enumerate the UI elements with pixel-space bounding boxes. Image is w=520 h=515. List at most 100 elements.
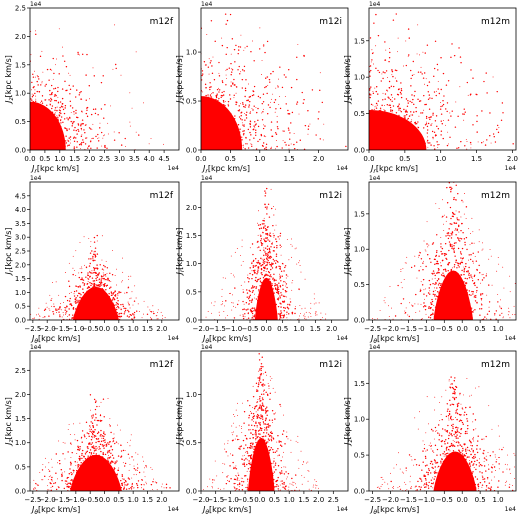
data-point — [137, 469, 138, 471]
data-point — [269, 303, 271, 306]
data-point — [33, 120, 35, 122]
data-point — [403, 279, 405, 280]
data-point — [88, 312, 91, 314]
data-point — [133, 487, 135, 489]
data-point — [41, 102, 44, 104]
data-point — [372, 126, 375, 129]
data-point — [39, 122, 41, 125]
data-point — [486, 313, 489, 315]
data-point — [401, 147, 404, 149]
data-point — [104, 453, 107, 456]
data-point — [87, 467, 89, 470]
data-point — [472, 262, 474, 264]
data-point — [464, 318, 466, 320]
data-point — [209, 88, 211, 91]
data-point — [95, 274, 97, 277]
data-point — [273, 303, 275, 305]
data-point — [95, 480, 98, 483]
data-point — [447, 262, 450, 264]
data-point — [262, 260, 265, 262]
data-point — [108, 483, 110, 485]
data-point — [106, 147, 108, 149]
data-point — [466, 148, 468, 150]
data-point — [427, 146, 429, 148]
data-point — [96, 296, 98, 299]
data-point — [70, 443, 72, 445]
data-point — [93, 450, 96, 452]
data-point — [110, 303, 112, 305]
data-point — [449, 245, 452, 247]
data-point — [206, 34, 208, 35]
data-point — [472, 291, 474, 293]
data-point — [102, 284, 105, 286]
data-point — [35, 33, 37, 36]
data-point — [451, 318, 453, 320]
data-point — [429, 307, 432, 309]
data-point — [458, 312, 460, 314]
data-point — [462, 113, 464, 115]
data-point — [443, 275, 446, 278]
data-point — [212, 117, 215, 120]
data-point — [384, 128, 387, 130]
data-point — [238, 46, 240, 48]
x-tick-label: 0.0 — [24, 155, 35, 163]
data-point — [76, 439, 79, 442]
data-point — [84, 301, 86, 303]
data-point — [99, 420, 101, 422]
data-point — [89, 272, 92, 274]
data-point — [78, 299, 80, 302]
data-point — [51, 476, 53, 479]
data-point — [224, 277, 226, 279]
data-point — [225, 120, 227, 123]
data-point — [447, 285, 449, 287]
data-point — [305, 318, 307, 320]
data-point — [95, 279, 98, 282]
data-point — [423, 260, 424, 262]
data-point — [101, 435, 103, 437]
data-point — [445, 216, 448, 218]
data-point — [432, 312, 434, 315]
data-point — [87, 272, 89, 274]
data-point — [94, 471, 96, 474]
data-point — [124, 484, 126, 486]
data-point — [99, 285, 101, 288]
data-point — [91, 482, 93, 484]
data-point — [262, 283, 264, 285]
data-point — [230, 272, 232, 274]
data-point — [234, 135, 236, 137]
data-point — [108, 301, 111, 303]
data-point — [265, 146, 267, 149]
data-point — [96, 292, 98, 295]
data-point — [255, 264, 257, 267]
x-tick-label: 0.5 — [399, 155, 410, 163]
data-point — [245, 114, 247, 116]
data-point — [440, 287, 442, 289]
data-point — [96, 240, 98, 242]
data-point — [48, 470, 51, 472]
scatter-panel-1: 0.0 0.5 1.0 1.5 2.0 2.5 3.0 3.5 4.0 4.50.00.51.01… — [4, 1, 180, 175]
data-point — [470, 254, 472, 256]
data-point — [441, 216, 443, 218]
data-point — [376, 103, 378, 105]
data-point — [204, 64, 206, 66]
data-point — [273, 101, 276, 104]
data-point — [97, 314, 99, 316]
data-point — [100, 451, 102, 453]
data-point — [107, 295, 109, 297]
data-point — [43, 309, 46, 311]
data-point — [286, 317, 288, 319]
data-point — [90, 303, 93, 305]
data-point — [79, 148, 81, 150]
data-point — [454, 199, 456, 201]
data-point — [148, 143, 150, 145]
data-point — [91, 128, 93, 130]
data-point — [404, 117, 406, 119]
data-point — [97, 304, 99, 306]
data-point — [110, 301, 112, 303]
data-point — [96, 311, 98, 313]
data-point — [75, 484, 77, 486]
data-point — [448, 284, 450, 286]
data-point — [32, 73, 34, 75]
data-point — [259, 27, 261, 29]
data-point — [443, 95, 445, 97]
